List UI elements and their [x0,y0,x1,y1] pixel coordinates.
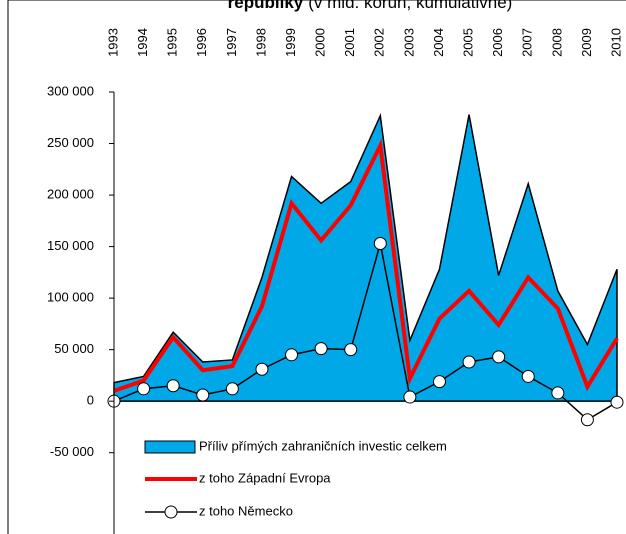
x-tick-label: 1996 [194,28,209,57]
x-tick-label: 1999 [283,28,298,57]
x-tick-label: 2006 [490,28,505,57]
marker [610,395,624,409]
marker [196,388,210,402]
marker [137,382,151,396]
marker [403,390,417,404]
x-tick-label: 2004 [431,28,446,57]
x-tick-label: 2000 [313,28,328,57]
x-tick-label: 2001 [342,28,357,57]
y-tick-label: -50 000 [50,444,94,459]
legend-label: z toho Západní Evropa [199,470,331,485]
x-tick-label: 1993 [105,28,120,57]
y-tick-label: 50 000 [54,341,94,356]
y-tick-label: 0 [87,393,94,408]
x-tick-label: 2005 [460,28,475,57]
marker [314,342,328,356]
x-tick-label: 2007 [520,28,535,57]
marker [580,413,594,427]
legend-label: z toho Německo [199,503,293,518]
x-tick-label: 2008 [549,28,564,57]
marker [492,350,506,364]
x-tick-label: 2002 [372,28,387,57]
legend-label: Příliv přímých zahraničních investic cel… [199,438,447,453]
legend-swatch [144,440,196,454]
title-bold: republiky [228,0,304,12]
marker [551,386,565,400]
legend-marker [164,505,178,519]
y-tick-label: 300 000 [47,83,94,98]
title-rest: (v mld. korun, kumulativně) [308,0,512,12]
marker [344,343,358,357]
y-tick-label: 100 000 [47,290,94,305]
x-tick-label: 1997 [224,28,239,57]
y-tick-label: 200 000 [47,186,94,201]
marker [373,236,387,250]
x-tick-label: 1995 [165,28,180,57]
x-tick-label: 2003 [401,28,416,57]
x-tick-label: 1994 [135,28,150,57]
marker [432,375,446,389]
marker [285,348,299,362]
marker [521,369,535,383]
x-tick-label: 1998 [253,28,268,57]
x-tick-label: 2009 [579,28,594,57]
marker [255,362,269,376]
marker [166,379,180,393]
chart-title: republiky (v mld. korun, kumulativně) [228,0,513,12]
area [113,112,618,402]
marker [462,355,476,369]
y-tick-label: 150 000 [47,238,94,253]
line [113,138,619,393]
marker [225,382,239,396]
y-tick-label: 250 000 [47,135,94,150]
x-tick-label: 2010 [608,28,623,57]
